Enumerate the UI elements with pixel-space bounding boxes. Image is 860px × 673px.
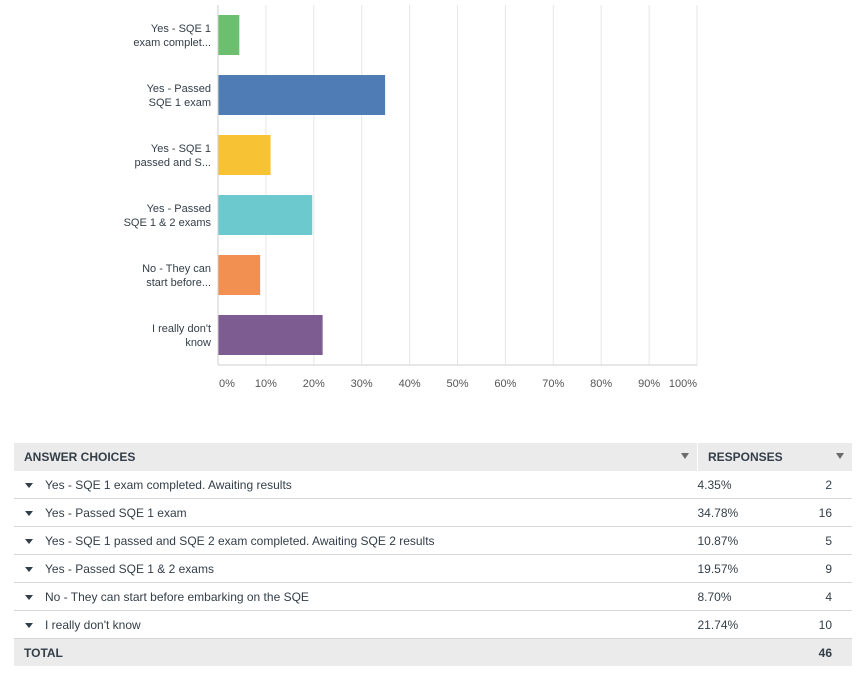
x-tick-label: 70%	[542, 378, 564, 390]
table-row: No - They can start before embarking on …	[14, 582, 852, 611]
category-label-line: exam complet...	[133, 37, 211, 49]
choice-label: No - They can start before embarking on …	[45, 589, 309, 604]
caret-down-icon[interactable]	[25, 482, 33, 488]
count-cell: 10	[782, 610, 852, 639]
count-cell: 9	[782, 554, 852, 583]
chart-gridlines	[265, 5, 698, 365]
choice-cell: Yes - Passed SQE 1 exam	[14, 498, 698, 527]
x-tick-label: 90%	[638, 378, 660, 390]
choice-label: Yes - SQE 1 passed and SQE 2 exam comple…	[45, 533, 435, 548]
chart-bars	[218, 15, 386, 355]
count-cell: 4	[782, 582, 852, 611]
x-tick-label: 30%	[351, 378, 373, 390]
category-label-line: Yes - Passed	[147, 203, 211, 215]
y-category-label: I really don't know	[152, 323, 211, 349]
percent-cell: 21.74%	[697, 610, 783, 639]
count-cell: 16	[782, 498, 852, 527]
category-label-line: know	[185, 337, 211, 349]
answer-choices-header[interactable]: ANSWER CHOICES	[14, 443, 698, 471]
x-tick-label: 0%	[219, 378, 235, 390]
x-tick-label: 20%	[303, 378, 325, 390]
choice-cell: Yes - SQE 1 exam completed. Awaiting res…	[14, 471, 698, 499]
table-row: Yes - Passed SQE 1 exam 34.78% 16	[14, 498, 852, 527]
y-category-label: Yes - Passed SQE 1 & 2 exams	[124, 203, 212, 229]
x-tick-label: 10%	[255, 378, 277, 390]
choice-label: Yes - SQE 1 exam completed. Awaiting res…	[45, 477, 292, 492]
y-category-label: Yes - SQE 1 exam complet...	[133, 23, 211, 49]
category-label-line: I really don't	[152, 323, 211, 335]
choice-cell: Yes - Passed SQE 1 & 2 exams	[14, 554, 698, 583]
bar	[218, 135, 271, 175]
category-label-line: Yes - Passed	[147, 83, 211, 95]
caret-down-icon[interactable]	[25, 622, 33, 628]
caret-down-icon[interactable]	[25, 594, 33, 600]
table-header-row: ANSWER CHOICES RESPONSES	[14, 443, 852, 471]
percent-cell: 19.57%	[697, 554, 783, 583]
table-row: Yes - SQE 1 passed and SQE 2 exam comple…	[14, 526, 852, 555]
category-label-line: Yes - SQE 1	[151, 143, 211, 155]
sort-arrow-icon[interactable]	[836, 453, 844, 459]
y-category-label: No - They can start before...	[142, 263, 211, 289]
total-count: 46	[782, 638, 852, 666]
category-label-line: SQE 1 & 2 exams	[124, 217, 212, 229]
count-cell: 2	[782, 471, 852, 499]
responses-header-label: RESPONSES	[708, 450, 783, 464]
table-row: I really don't know 21.74% 10	[14, 610, 852, 639]
x-tick-label: 100%	[669, 378, 697, 390]
responses-table: ANSWER CHOICES RESPONSES Yes - SQE 1 exa…	[14, 443, 852, 666]
total-label: TOTAL	[14, 638, 698, 666]
chart-axes	[217, 5, 697, 366]
total-row: TOTAL 46	[14, 638, 852, 666]
category-label-line: SQE 1 exam	[149, 97, 211, 109]
percent-cell: 34.78%	[697, 498, 783, 527]
table-row: Yes - SQE 1 exam completed. Awaiting res…	[14, 471, 852, 499]
choice-label: I really don't know	[45, 617, 141, 632]
responses-header[interactable]: RESPONSES	[697, 443, 852, 471]
bar	[218, 255, 261, 295]
caret-down-icon[interactable]	[25, 566, 33, 572]
y-category-label: Yes - Passed SQE 1 exam	[147, 83, 211, 109]
y-category-label: Yes - SQE 1 passed and S...	[135, 143, 211, 169]
caret-down-icon[interactable]	[25, 510, 33, 516]
bar	[218, 315, 323, 355]
choice-cell: Yes - SQE 1 passed and SQE 2 exam comple…	[14, 526, 698, 555]
caret-down-icon[interactable]	[25, 538, 33, 544]
x-tick-label: 40%	[399, 378, 421, 390]
category-label-line: Yes - SQE 1	[151, 23, 211, 35]
table-row: Yes - Passed SQE 1 & 2 exams 19.57% 9	[14, 554, 852, 583]
percent-cell: 10.87%	[697, 526, 783, 555]
bar	[218, 15, 240, 55]
x-tick-label: 80%	[590, 378, 612, 390]
chart-category-labels: Yes - SQE 1 exam complet... Yes - Passed SQ…	[124, 23, 212, 349]
bar-chart: Yes - SQE 1 exam complet... Yes - Passed SQ…	[124, 5, 698, 390]
bar	[218, 195, 313, 235]
category-label-line: start before...	[146, 277, 211, 289]
choice-label: Yes - Passed SQE 1 exam	[45, 505, 187, 520]
percent-cell: 8.70%	[697, 582, 783, 611]
sort-arrow-icon[interactable]	[681, 453, 689, 459]
count-cell: 5	[782, 526, 852, 555]
x-tick-label: 50%	[446, 378, 468, 390]
x-tick-label: 60%	[494, 378, 516, 390]
category-label-line: passed and S...	[135, 157, 211, 169]
chart-tick-labels: 0% 10% 20% 30% 40% 50% 60% 70% 80% 90% 100%	[219, 378, 697, 390]
choice-label: Yes - Passed SQE 1 & 2 exams	[45, 561, 214, 576]
choice-cell: No - They can start before embarking on …	[14, 582, 698, 611]
category-label-line: No - They can	[142, 263, 211, 275]
answer-choices-header-label: ANSWER CHOICES	[24, 450, 136, 464]
total-spacer	[697, 638, 783, 666]
choice-cell: I really don't know	[14, 610, 698, 639]
bar	[218, 75, 386, 115]
percent-cell: 4.35%	[697, 471, 783, 499]
